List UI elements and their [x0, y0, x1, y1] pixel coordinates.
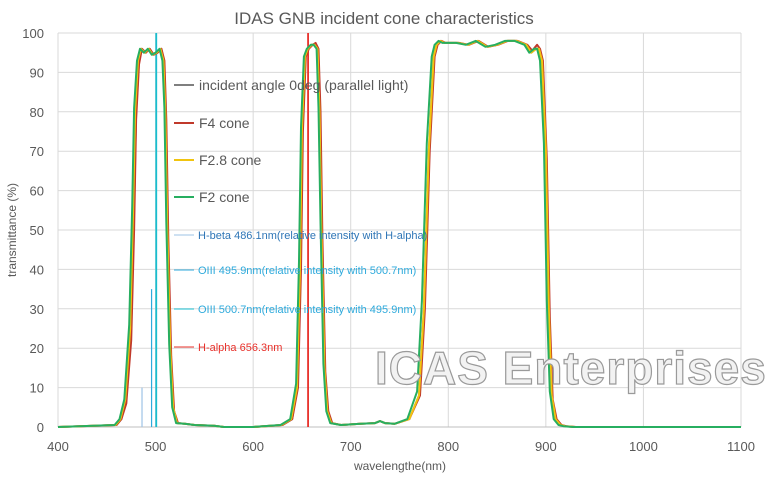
- y-tick-label: 0: [37, 420, 44, 435]
- x-tick-label: 700: [340, 439, 362, 454]
- x-tick-label: 1100: [727, 439, 755, 454]
- legend-label: OIII 500.7nm(relative intensity with 495…: [198, 304, 416, 316]
- chart-title: IDAS GNB incident cone characteristics: [234, 9, 534, 28]
- y-tick-label: 20: [30, 341, 44, 356]
- y-tick-label: 100: [22, 26, 44, 41]
- y-axis-label: transmittance (%): [5, 183, 19, 277]
- y-tick-label: 90: [30, 65, 44, 80]
- legend-label: F2 cone: [199, 189, 250, 205]
- watermark: ICAS Enterprises: [375, 342, 767, 394]
- y-tick-label: 60: [30, 184, 44, 199]
- y-tick-label: 10: [30, 381, 44, 396]
- legend-label: H-beta 486.1nm(relative intensity with H…: [198, 230, 427, 242]
- legend-label: incident angle 0deg (parallel light): [199, 77, 408, 93]
- y-tick-label: 80: [30, 105, 44, 120]
- legend-label: OIII 495.9nm(relative intensity with 500…: [198, 265, 416, 277]
- series-line: [57, 39, 741, 428]
- emission-lines: [141, 33, 309, 427]
- x-tick-label: 500: [145, 439, 167, 454]
- y-tick-label: 30: [30, 302, 44, 317]
- x-tick-label: 600: [242, 439, 264, 454]
- legend-label: H-alpha 656.3nm: [198, 342, 282, 354]
- x-axis-ticks: 400 500 600 700 800 900 1000 1100: [47, 439, 755, 454]
- data-series: [57, 39, 741, 428]
- y-tick-label: 70: [30, 144, 44, 159]
- y-axis-ticks: 0 10 20 30 40 50 60 70 80 90 100: [22, 26, 44, 435]
- y-tick-label: 50: [30, 223, 44, 238]
- x-tick-label: 900: [535, 439, 557, 454]
- legend-label: F2.8 cone: [199, 152, 261, 168]
- x-axis-label: wavelengthe(nm): [353, 459, 446, 473]
- x-tick-label: 800: [437, 439, 459, 454]
- y-tick-label: 40: [30, 262, 44, 277]
- x-tick-label: 400: [47, 439, 69, 454]
- legend-label: F4 cone: [199, 115, 250, 131]
- x-tick-label: 1000: [629, 439, 658, 454]
- legend: incident angle 0deg (parallel light) F4 c…: [174, 77, 427, 354]
